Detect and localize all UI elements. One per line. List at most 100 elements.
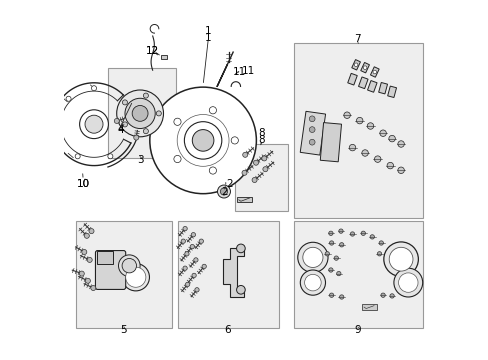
Circle shape xyxy=(217,185,230,198)
Circle shape xyxy=(236,285,244,294)
Bar xyxy=(178,221,278,328)
Circle shape xyxy=(309,139,314,145)
Circle shape xyxy=(199,239,203,243)
Circle shape xyxy=(114,118,119,123)
Circle shape xyxy=(181,239,185,243)
Text: 5: 5 xyxy=(121,325,127,336)
Circle shape xyxy=(184,122,222,159)
Circle shape xyxy=(343,112,349,118)
Polygon shape xyxy=(361,304,376,310)
Circle shape xyxy=(393,268,422,297)
Circle shape xyxy=(194,288,199,292)
Circle shape xyxy=(263,167,267,172)
Polygon shape xyxy=(387,86,396,98)
Circle shape xyxy=(361,150,367,156)
Polygon shape xyxy=(370,67,378,77)
Text: 3: 3 xyxy=(137,155,143,165)
Polygon shape xyxy=(367,81,376,92)
Text: 6: 6 xyxy=(224,325,230,336)
Circle shape xyxy=(79,271,84,276)
FancyBboxPatch shape xyxy=(95,251,125,289)
Text: 11: 11 xyxy=(241,66,254,76)
Circle shape xyxy=(132,105,148,121)
Text: 4: 4 xyxy=(117,124,123,134)
Circle shape xyxy=(242,170,246,175)
Circle shape xyxy=(338,229,343,233)
Circle shape xyxy=(325,252,329,256)
Circle shape xyxy=(309,127,314,132)
Circle shape xyxy=(339,295,343,299)
Circle shape xyxy=(220,188,227,195)
Circle shape xyxy=(397,141,404,147)
Circle shape xyxy=(356,117,362,124)
Text: 12: 12 xyxy=(146,46,159,56)
Text: 10: 10 xyxy=(77,179,90,189)
Polygon shape xyxy=(351,60,360,70)
Circle shape xyxy=(231,137,238,144)
Text: 1: 1 xyxy=(205,26,211,36)
Circle shape xyxy=(183,266,187,270)
Circle shape xyxy=(339,243,343,247)
Text: 2: 2 xyxy=(225,179,232,189)
Text: 11: 11 xyxy=(232,67,245,77)
Circle shape xyxy=(149,87,256,194)
Text: 2: 2 xyxy=(221,186,227,197)
Circle shape xyxy=(192,130,213,151)
Circle shape xyxy=(397,167,404,174)
Bar xyxy=(161,55,167,59)
Circle shape xyxy=(389,294,393,298)
Circle shape xyxy=(85,115,103,133)
Bar xyxy=(294,43,422,218)
Circle shape xyxy=(361,231,365,235)
Circle shape xyxy=(184,252,189,256)
Polygon shape xyxy=(378,82,387,94)
Circle shape xyxy=(81,249,87,255)
Circle shape xyxy=(156,111,161,116)
Circle shape xyxy=(304,274,321,291)
Bar xyxy=(235,144,287,211)
Circle shape xyxy=(377,252,381,256)
Circle shape xyxy=(261,156,266,161)
Circle shape xyxy=(193,258,198,262)
Bar xyxy=(294,221,422,328)
Circle shape xyxy=(398,273,417,292)
Circle shape xyxy=(85,278,90,283)
Bar xyxy=(76,221,172,328)
Circle shape xyxy=(202,264,206,269)
Circle shape xyxy=(388,247,412,271)
Circle shape xyxy=(125,98,155,129)
Circle shape xyxy=(125,267,145,287)
Polygon shape xyxy=(358,77,367,89)
Circle shape xyxy=(108,154,113,159)
Circle shape xyxy=(333,256,338,260)
Circle shape xyxy=(122,122,127,127)
Circle shape xyxy=(209,167,216,174)
Circle shape xyxy=(378,241,383,245)
Circle shape xyxy=(379,130,386,136)
Circle shape xyxy=(383,242,418,276)
Circle shape xyxy=(91,285,96,291)
Circle shape xyxy=(122,258,136,273)
Polygon shape xyxy=(300,111,325,155)
Circle shape xyxy=(122,264,149,291)
Circle shape xyxy=(329,241,333,245)
Text: 4: 4 xyxy=(117,125,123,135)
Circle shape xyxy=(242,152,247,157)
Circle shape xyxy=(366,123,373,129)
Circle shape xyxy=(55,122,61,127)
Circle shape xyxy=(328,268,332,272)
Circle shape xyxy=(386,162,393,169)
Circle shape xyxy=(329,293,333,297)
Circle shape xyxy=(192,273,196,278)
Circle shape xyxy=(349,232,354,236)
Circle shape xyxy=(300,270,325,295)
Circle shape xyxy=(89,229,94,234)
Text: 1: 1 xyxy=(205,33,211,43)
Circle shape xyxy=(253,160,258,165)
Circle shape xyxy=(380,293,385,297)
Circle shape xyxy=(209,107,216,114)
Circle shape xyxy=(369,235,374,239)
Text: 10: 10 xyxy=(77,179,90,189)
Circle shape xyxy=(354,63,357,67)
Bar xyxy=(107,68,176,158)
